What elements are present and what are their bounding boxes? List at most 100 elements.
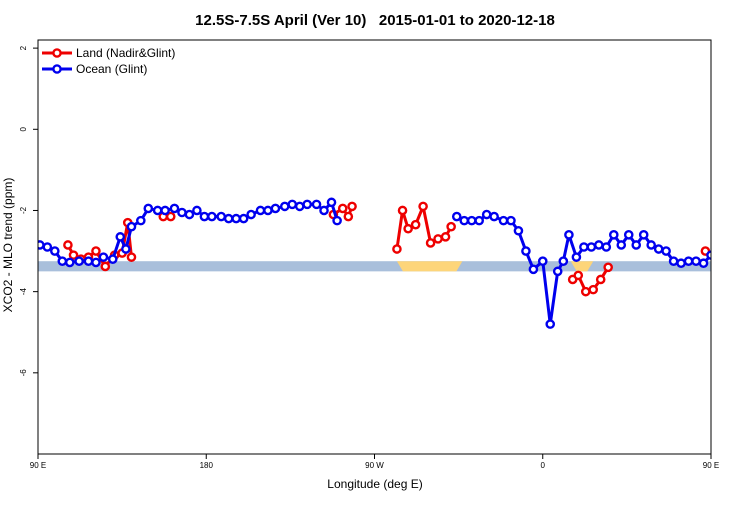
series-0-point-4-2 <box>580 286 591 297</box>
series-1-point-0-27 <box>246 209 256 220</box>
series-1-point-1-34 <box>706 250 711 260</box>
series-1-point-0-20 <box>192 205 202 216</box>
axes: 90 E 180 90 W 0 90 E 2 0 -2 -4 -6 <box>19 45 719 470</box>
x-axis-label: Longitude (deg E) <box>327 477 422 491</box>
series-1-point-1-18 <box>586 242 597 252</box>
series-1-point-1-31 <box>683 256 694 267</box>
series-0-point-0-0 <box>63 240 73 250</box>
plot-frame <box>37 39 712 455</box>
y-tick-label-2: -2 <box>19 206 28 214</box>
series-1-point-0-19 <box>184 209 195 220</box>
series-1-point-0-13 <box>136 215 146 226</box>
series-1-point-1-37 <box>730 245 737 252</box>
series-1-point-0-15 <box>152 205 163 216</box>
series-1-point-1-11 <box>537 256 548 267</box>
legend-marker-1 <box>52 64 62 74</box>
series-1-point-1-3 <box>474 215 484 226</box>
series-0-point-4-5 <box>603 262 613 273</box>
series-1 <box>38 197 750 329</box>
series-1-point-0-29 <box>263 205 273 216</box>
series-1-point-1-14 <box>558 256 569 267</box>
series-1-point-0-26 <box>238 213 249 224</box>
series-1-point-1-19 <box>594 240 604 250</box>
series-1-point-1-0 <box>451 211 462 222</box>
series-1-point-0-9 <box>107 254 118 264</box>
series-1-point-0-25 <box>231 213 241 224</box>
series-0-point-3-4 <box>418 201 428 212</box>
series-0 <box>63 201 711 297</box>
series-1-point-0-4 <box>64 257 75 268</box>
series-1-point-0-32 <box>287 199 298 210</box>
series-1-point-0-17 <box>169 203 180 214</box>
y-axis-label: XCO2 - MLO trend (ppm) <box>1 178 15 313</box>
series-1-point-1-7 <box>506 215 516 226</box>
background-band <box>38 261 711 272</box>
series-0-point-3-2 <box>403 223 413 234</box>
series-0-point-1-1 <box>165 211 176 222</box>
series-1-point-1-21 <box>608 230 619 240</box>
series-1-point-1-38 <box>737 223 744 230</box>
series-1-point-1-33 <box>698 258 709 269</box>
series-0-point-0-4 <box>91 246 101 256</box>
series-1-point-0-16 <box>160 205 170 216</box>
series-layer <box>38 197 750 329</box>
series-1-point-1-29 <box>668 256 679 267</box>
series-1-point-0-36 <box>319 205 329 216</box>
series-1-point-0-28 <box>255 205 266 216</box>
x-tick-label-3: 0 <box>541 461 546 470</box>
series-0-line-2 <box>332 205 354 219</box>
series-1-point-1-5 <box>489 211 499 222</box>
series-0-point-3-5 <box>425 238 436 248</box>
land-band-1 <box>570 261 594 272</box>
series-1-point-1-9 <box>521 246 531 256</box>
chart-title: 12.5S-7.5S April (Ver 10) 2015-01-01 to … <box>195 12 555 29</box>
series-1-point-0-7 <box>91 257 101 268</box>
y-tick-label-0: 2 <box>19 45 28 50</box>
series-1-point-0-12 <box>126 221 137 232</box>
series-1-point-1-2 <box>466 215 477 226</box>
series-0-point-3-3 <box>410 219 421 230</box>
series-1-point-1-32 <box>691 256 701 267</box>
series-1-point-1-17 <box>579 242 589 252</box>
series-1-point-1-6 <box>498 215 509 226</box>
series-1-point-0-22 <box>207 211 217 222</box>
series-1-point-1-10 <box>528 264 539 275</box>
series-0-point-3-0 <box>392 244 402 254</box>
series-1-point-0-30 <box>270 203 281 214</box>
series-0-point-3-7 <box>440 232 451 242</box>
series-1-point-1-20 <box>601 242 612 252</box>
series-1-point-1-16 <box>571 252 582 262</box>
x-tick-label-1: 180 <box>200 461 214 470</box>
series-0-point-0-5 <box>100 261 111 272</box>
legend-marker-0 <box>52 48 62 58</box>
series-1-point-1-35 <box>715 258 722 265</box>
series-1-point-1-4 <box>481 209 492 220</box>
series-0-point-2-3 <box>347 201 357 212</box>
series-0-point-3-8 <box>446 221 456 232</box>
series-1-point-1-39 <box>745 217 750 224</box>
series-0-point-3-1 <box>397 205 408 216</box>
series-1-point-1-24 <box>631 240 642 250</box>
legend-label-1: Ocean (Glint) <box>76 62 147 76</box>
y-tick-label-4: -6 <box>19 369 28 377</box>
series-1-point-1-36 <box>722 233 729 240</box>
series-0-point-0-9 <box>126 252 137 262</box>
series-1-point-1-1 <box>459 215 470 226</box>
land-band-0 <box>396 261 463 272</box>
series-1-point-0-35 <box>311 199 322 210</box>
series-1-point-1-12 <box>545 319 556 329</box>
series-1-point-0-3 <box>57 256 68 267</box>
series-1-point-0-33 <box>294 201 305 212</box>
series-1-point-1-28 <box>661 246 671 256</box>
series-1-point-1-15 <box>564 230 574 240</box>
series-0-point-4-3 <box>588 284 599 295</box>
series-1-point-1-13 <box>552 266 563 277</box>
series-1-point-0-24 <box>223 213 234 224</box>
series-1-point-0-8 <box>98 252 109 262</box>
series-1-point-1-30 <box>676 258 686 269</box>
x-tick-label-4: 90 E <box>703 461 719 470</box>
series-1-point-0-2 <box>50 246 60 256</box>
series-1-point-0-23 <box>216 211 227 222</box>
